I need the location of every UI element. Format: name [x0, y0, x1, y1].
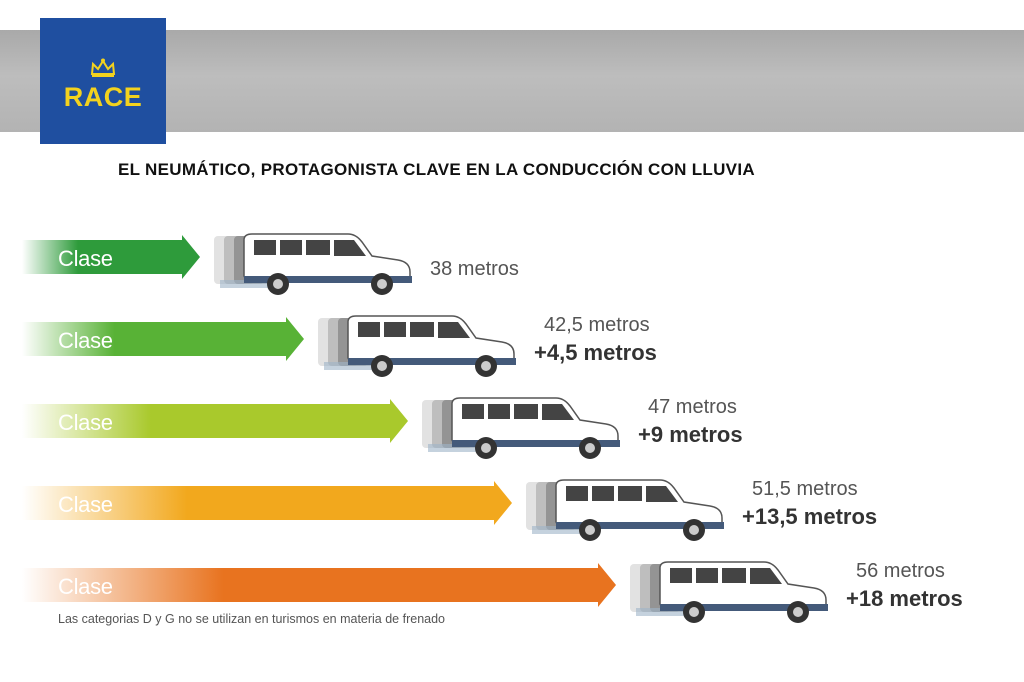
class-label: Clase B: [58, 328, 113, 380]
class-row: Clase A 38 metros: [0, 228, 1024, 298]
extra-distance-label: +18 metros: [846, 586, 963, 611]
car-icon: [522, 474, 732, 549]
extra-distance-label: +9 metros: [638, 422, 743, 447]
class-letter: F: [58, 600, 72, 625]
class-label: Clase F: [58, 574, 113, 626]
class-label: Clase A: [58, 246, 113, 298]
distance-label: 47 metros: [648, 396, 737, 418]
car-icon: [626, 556, 836, 631]
class-letter: A: [58, 272, 74, 297]
distance-label: 56 metros: [856, 560, 945, 582]
class-prefix: Clase: [58, 410, 113, 435]
class-letter: E: [58, 518, 73, 543]
extra-distance-label: +13,5 metros: [742, 504, 878, 529]
extra-distance-label: +4,5 metros: [534, 340, 657, 365]
class-label: Clase C: [58, 410, 113, 462]
class-prefix: Clase: [58, 574, 113, 599]
class-letter: B: [58, 354, 74, 379]
distance-label: 42,5 metros: [544, 314, 650, 336]
car-icon: [314, 310, 524, 385]
distance-label: 51,5 metros: [752, 478, 858, 500]
class-row: Clase F 56 metros +18 metros: [0, 556, 1024, 626]
footnote: Las categorias D y G no se utilizan en t…: [58, 612, 446, 626]
crown-icon: [90, 58, 116, 77]
header-banner: [0, 30, 1024, 132]
page-title: EL NEUMÁTICO, PROTAGONISTA CLAVE EN LA C…: [118, 160, 755, 179]
race-logo: RACE: [40, 18, 166, 144]
distance-label: 38 metros: [430, 258, 519, 280]
class-label: Clase E: [58, 492, 113, 544]
class-prefix: Clase: [58, 246, 113, 271]
class-row: Clase C 47 metros +9 metros: [0, 392, 1024, 462]
class-prefix: Clase: [58, 492, 113, 517]
class-prefix: Clase: [58, 328, 113, 353]
logo-text: RACE: [63, 82, 143, 112]
car-icon: [418, 392, 628, 467]
class-row: Clase E 51,5 metros +13,5 metros: [0, 474, 1024, 544]
car-icon: [210, 228, 420, 303]
class-letter: C: [58, 436, 74, 461]
class-row: Clase B 42,5 metros +4,5 metros: [0, 310, 1024, 380]
